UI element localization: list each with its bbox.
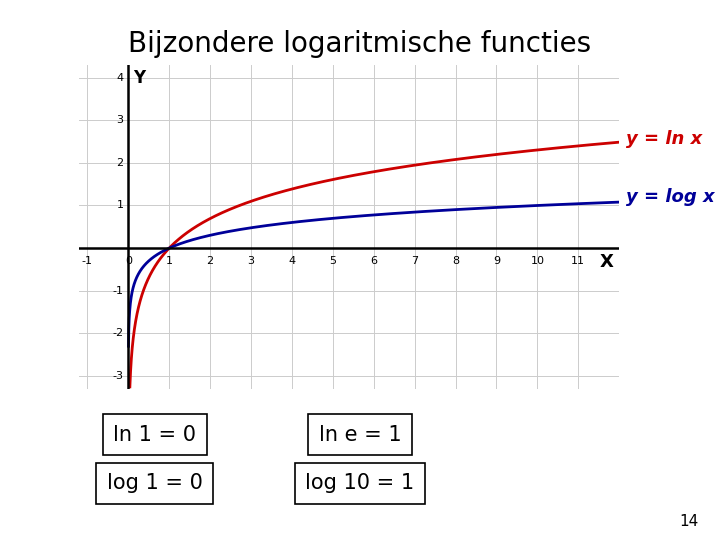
Text: -3: -3 bbox=[112, 371, 123, 381]
Text: y = log x: y = log x bbox=[626, 188, 715, 206]
Text: Bijzondere logaritmische functies: Bijzondere logaritmische functies bbox=[128, 30, 592, 58]
Text: 11: 11 bbox=[571, 256, 585, 266]
Text: 14: 14 bbox=[679, 514, 698, 529]
Text: 6: 6 bbox=[370, 256, 377, 266]
Text: -1: -1 bbox=[82, 256, 93, 266]
Text: 9: 9 bbox=[493, 256, 500, 266]
Text: 8: 8 bbox=[452, 256, 459, 266]
Text: ln e = 1: ln e = 1 bbox=[319, 424, 401, 445]
Text: 1: 1 bbox=[117, 200, 123, 211]
Text: 10: 10 bbox=[531, 256, 544, 266]
Text: Y: Y bbox=[133, 69, 145, 87]
Text: ln 1 = 0: ln 1 = 0 bbox=[113, 424, 197, 445]
Text: 3: 3 bbox=[117, 115, 123, 125]
Text: -1: -1 bbox=[112, 286, 123, 296]
Text: 4: 4 bbox=[116, 72, 123, 83]
Text: -2: -2 bbox=[112, 328, 123, 339]
Text: y = ln x: y = ln x bbox=[626, 130, 703, 147]
Text: 7: 7 bbox=[411, 256, 418, 266]
Text: 2: 2 bbox=[116, 158, 123, 168]
Text: 4: 4 bbox=[289, 256, 295, 266]
Text: 0: 0 bbox=[125, 256, 132, 266]
Text: 2: 2 bbox=[207, 256, 214, 266]
Text: X: X bbox=[600, 253, 614, 271]
Text: log 1 = 0: log 1 = 0 bbox=[107, 473, 203, 494]
Text: 1: 1 bbox=[166, 256, 173, 266]
Text: 3: 3 bbox=[248, 256, 254, 266]
Text: log 10 = 1: log 10 = 1 bbox=[305, 473, 415, 494]
Text: 5: 5 bbox=[329, 256, 336, 266]
